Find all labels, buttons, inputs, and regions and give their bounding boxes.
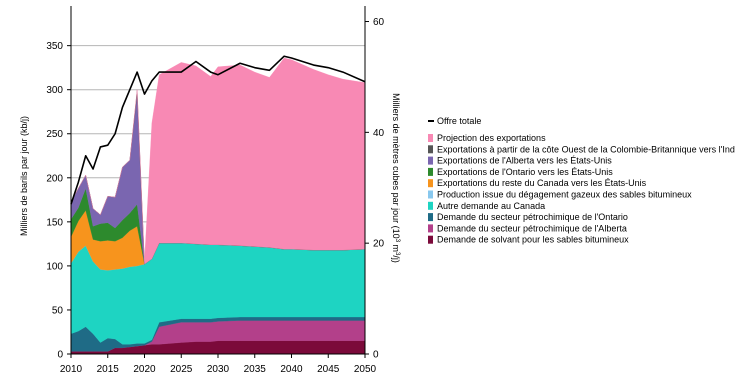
legend-label-demande-du-secteur-petrochimique-de-l-ontario: Demande du secteur pétrochimique de l'On… (437, 212, 628, 222)
legend-label-exportations-de-l-alberta-vers-les-etats-unis: Exportations de l'Alberta vers les États… (437, 156, 612, 166)
legend-swatch-demande-du-secteur-petrochimique-de-l-ontario (428, 213, 433, 222)
y-right-tick-labels: 0 20 40 60 (373, 17, 385, 360)
x-tick-label-2020: 2020 (133, 364, 156, 374)
y-right-tick-label-20: 20 (373, 239, 385, 250)
legend-swatch-demande-de-solvant-pour-les-sables-bitumineux (428, 235, 433, 244)
x-tick-label-2040: 2040 (280, 364, 303, 374)
x-tick-label-2045: 2045 (317, 364, 340, 374)
x-tick-label-2035: 2035 (244, 364, 267, 374)
x-tick-label-2025: 2025 (170, 364, 193, 374)
legend-swatch-production-issue-du-degagement-gazeux-des-sables-bitumineux (428, 190, 433, 199)
legend-label-autre-demande-au-canada: Autre demande au Canada (437, 201, 545, 211)
y-left-tick-label-300: 300 (46, 85, 63, 96)
y-left-axis-label: Milliers de barils par jour (kb/j) (19, 116, 29, 236)
legend-label-demande-du-secteur-petrochimique-de-l-alberta: Demande du secteur pétrochimique de l'Al… (437, 223, 627, 233)
y-left-tick-label-100: 100 (46, 261, 63, 272)
legend-swatch-demande-du-secteur-petrochimique-de-l-alberta (428, 224, 433, 233)
x-tick-labels: 2010 2015 2020 2025 2030 2035 2040 2045 2050 (60, 364, 377, 374)
stacked-areas (70, 57, 366, 355)
x-tick-label-2050: 2050 (354, 364, 377, 374)
legend-label-exportations-de-l-ontario-vers-les-etats-unis: Exportations de l'Ontario vers les États… (437, 167, 613, 177)
y-right-label-mid: m (391, 242, 401, 252)
y-right-tick-label-60: 60 (373, 17, 385, 28)
y-right-label-prefix: Milliers de mètres cubes par jour (10 (391, 93, 401, 239)
legend-swatch-exportations-de-l-ontario-vers-les-etats-unis (428, 167, 433, 176)
legend-label-demande-de-solvant-pour-les-sables-bitumineux: Demande de solvant pour les sables bitum… (437, 235, 629, 245)
y-left-tick-label-150: 150 (46, 217, 63, 228)
y-left-tick-labels: 0 50 100 150 200 250 300 350 (46, 41, 63, 360)
y-right-axis-label: Milliers de mètres cubes par jour (103 m… (391, 93, 401, 263)
legend-label-projection-des-exportations: Projection des exportations (437, 133, 546, 143)
y-right-label-sup1: 3 (394, 239, 400, 243)
legend-label-exportations-a-partir-de-la-cote-ouest-de-la-colombie-britannique-vers-l-inde: Exportations à partir de la côte Ouest d… (437, 144, 735, 154)
x-tick-label-2030: 2030 (207, 364, 230, 374)
total-line-group (70, 55, 366, 205)
legend-swatch-exportations-du-reste-du-canada-vers-les-etats-unis (428, 179, 433, 188)
y-right-label-sup2: 3 (394, 252, 400, 256)
x-tick-label-2015: 2015 (97, 364, 120, 374)
axes (67, 6, 369, 358)
y-left-tick-label-250: 250 (46, 129, 63, 140)
y-left-tick-label-50: 50 (52, 305, 64, 316)
legend-label-production-issue-du-degagement-gazeux-des-sables-bitumineux: Production issue du dégagement gazeux de… (437, 190, 692, 200)
x-tick-label-2010: 2010 (60, 364, 83, 374)
y-right-tick-label-40: 40 (373, 128, 385, 139)
legend-swatch-autre-demande-au-canada (428, 201, 433, 210)
legend-label-exportations-du-reste-du-canada-vers-les-etats-unis: Exportations du reste du Canada vers les… (437, 178, 647, 188)
legend-label-offre-totale: Offre totale (437, 116, 481, 126)
legend-swatch-exportations-de-l-alberta-vers-les-etats-unis (428, 156, 433, 165)
legend-swatch-projection-des-exportations (428, 134, 433, 142)
y-right-tick-label-0: 0 (373, 350, 379, 361)
total-line (70, 55, 366, 205)
y-right-label-suffix: /j) (391, 255, 401, 263)
y-left-tick-label-350: 350 (46, 41, 63, 52)
y-left-tick-label-0: 0 (57, 350, 63, 361)
y-left-tick-label-200: 200 (46, 173, 63, 184)
legend-swatch-exportations-a-partir-de-la-cote-ouest-de-la-colombie-britannique-vers-l-inde (428, 145, 433, 154)
